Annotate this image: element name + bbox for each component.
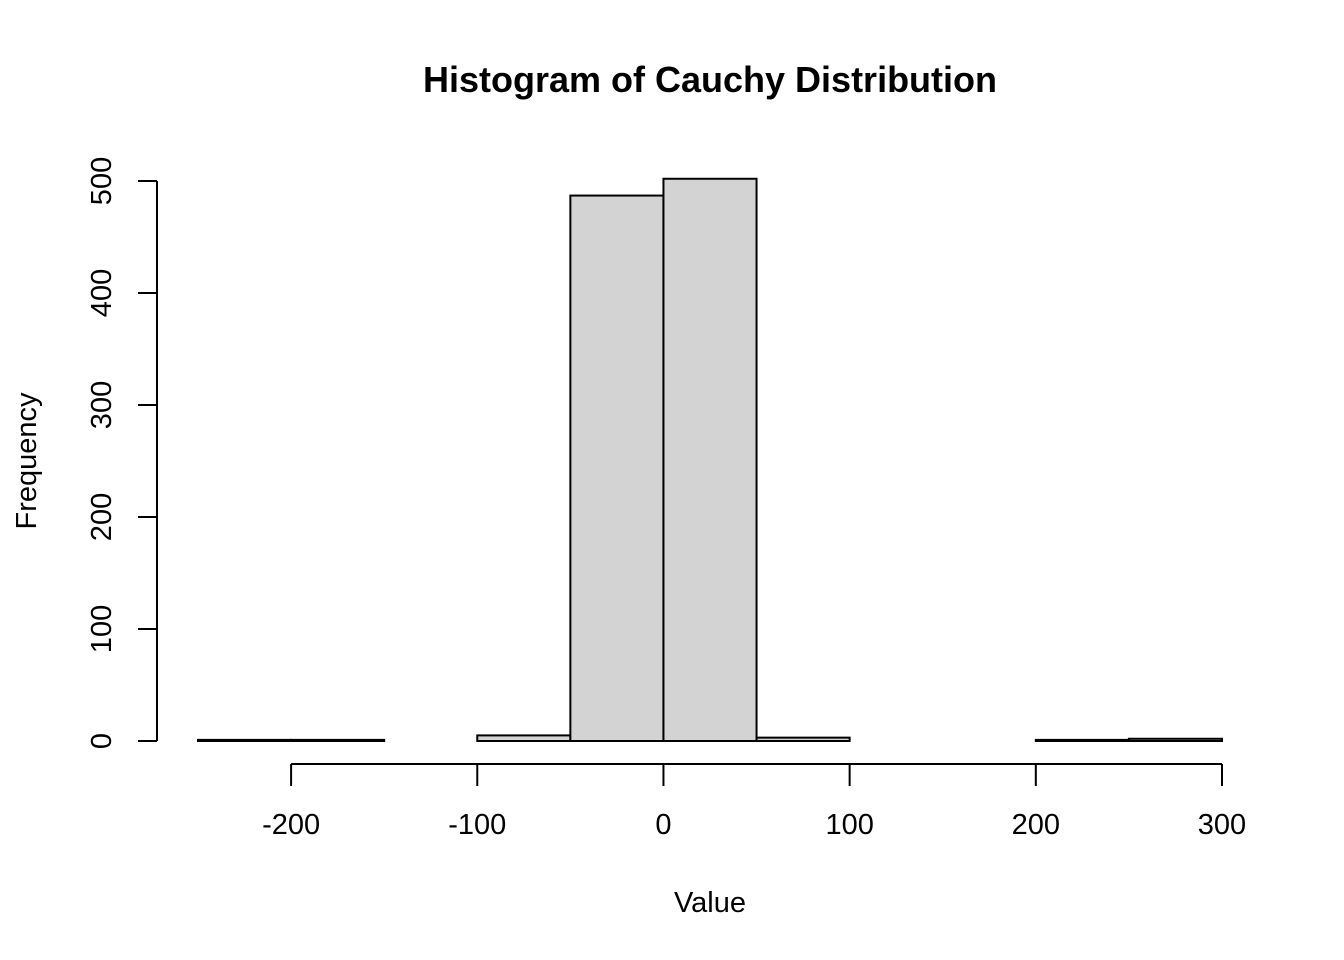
histogram-bar bbox=[476, 734, 572, 743]
x-tick-label: -200 bbox=[262, 809, 320, 841]
histogram-bar bbox=[290, 738, 386, 743]
y-axis-label: Frequency bbox=[11, 392, 43, 530]
y-axis: 0 100 200 300 400 500 bbox=[86, 157, 158, 749]
y-tick-label: 100 bbox=[86, 605, 118, 653]
x-tick-label: 0 bbox=[655, 809, 671, 841]
histogram-bar bbox=[197, 738, 293, 743]
x-axis: -200 -100 0 100 200 300 bbox=[262, 763, 1246, 841]
bars-group bbox=[197, 177, 1223, 743]
chart-title: Histogram of Cauchy Distribution bbox=[423, 59, 997, 100]
histogram-bar bbox=[1034, 738, 1130, 743]
x-tick-label: -100 bbox=[448, 809, 506, 841]
y-tick-label: 200 bbox=[86, 493, 118, 541]
histogram-bar bbox=[569, 194, 665, 742]
x-axis-label: Value bbox=[674, 887, 746, 919]
y-tick-label: 400 bbox=[86, 269, 118, 317]
x-tick-label: 300 bbox=[1198, 809, 1246, 841]
y-tick-label: 300 bbox=[86, 381, 118, 429]
histogram-bar bbox=[662, 177, 758, 742]
histogram-bar bbox=[755, 736, 851, 743]
y-tick-label: 0 bbox=[86, 733, 118, 749]
x-tick-label: 100 bbox=[825, 809, 873, 841]
histogram-bar bbox=[1127, 737, 1223, 743]
x-tick-label: 200 bbox=[1012, 809, 1060, 841]
y-tick-label: 500 bbox=[86, 157, 118, 205]
